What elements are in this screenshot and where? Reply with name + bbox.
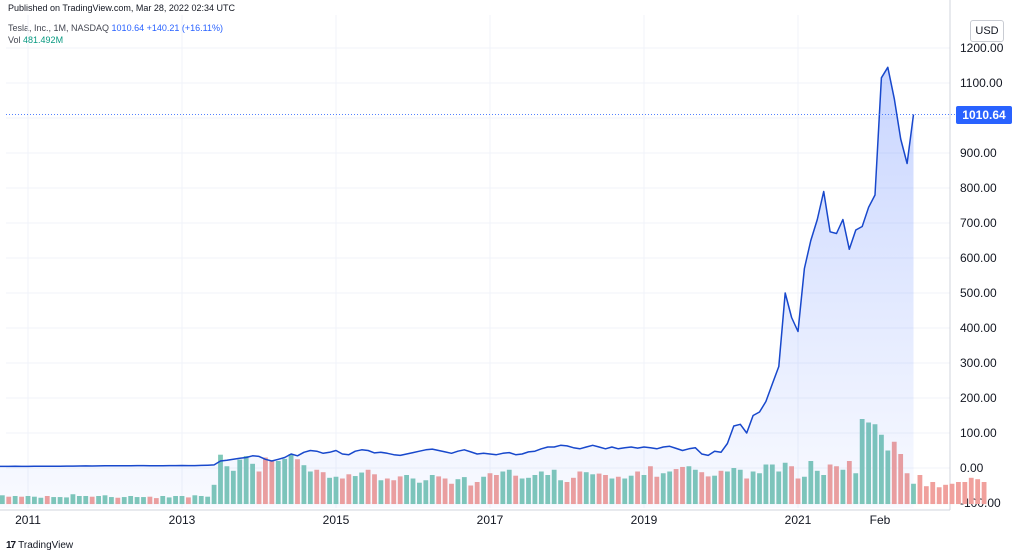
close-value: 1010.64: [111, 23, 145, 33]
volume-bar: [975, 479, 981, 505]
volume-bar: [943, 484, 948, 505]
x-tick-label: 2019: [631, 513, 658, 527]
change-value: +140.21 (+16.11%): [146, 23, 223, 33]
x-tick-label: 2021: [785, 513, 812, 527]
published-text: Published on TradingView.com, Mar 28, 20…: [8, 3, 235, 13]
volume-bar: [949, 483, 955, 505]
volume-legend: Vol 481.492M: [8, 35, 63, 45]
volume-bar: [917, 475, 923, 505]
y-tick-label: 100.00: [960, 426, 997, 440]
currency-button[interactable]: USD: [970, 20, 1004, 42]
x-tick-label: 2011: [15, 513, 41, 527]
symbol-legend: Tesla, Inc., 1M, NASDAQ 1010.64 +140.21 …: [8, 23, 223, 33]
y-tick-label: 600.00: [960, 251, 997, 265]
y-tick-label: 0.00: [960, 461, 984, 475]
y-tick-label: 700.00: [960, 216, 997, 230]
last-price-label: 1010.64: [956, 105, 1012, 124]
x-tick-label: 2015: [323, 513, 350, 527]
footer-brand[interactable]: 17 TradingView: [6, 540, 73, 551]
tradingview-logo-icon: 17: [6, 540, 16, 551]
volume-bar: [923, 486, 929, 505]
volume-value: 481.492M: [23, 35, 64, 45]
x-tick-label: 2013: [169, 513, 196, 527]
y-tick-label: 500.00: [960, 286, 997, 300]
y-tick-label: 400.00: [960, 321, 997, 335]
y-tick-label: 900.00: [960, 146, 997, 160]
price-area: [0, 67, 914, 508]
y-tick-label: 800.00: [960, 181, 997, 195]
y-tick-label: 300.00: [960, 356, 997, 370]
price-line: [0, 66, 915, 468]
volume-bar: [936, 487, 942, 505]
volume-bar: [930, 482, 936, 505]
x-tick-label: Feb: [870, 513, 891, 527]
y-tick-label: 200.00: [960, 391, 997, 405]
volume-bar: [981, 482, 987, 505]
volume-bar: [956, 482, 961, 505]
volume-label: Vol: [8, 35, 21, 45]
y-tick-label: 1200.00: [960, 41, 1004, 55]
volume-bar: [968, 477, 974, 505]
x-tick-label: 2017: [477, 513, 504, 527]
symbol-name: Tesla, Inc., 1M, NASDAQ: [8, 23, 110, 33]
volume-bar: [962, 482, 968, 505]
y-tick-label: 1100.00: [960, 76, 1003, 90]
footer-brand-text: TradingView: [18, 540, 74, 551]
